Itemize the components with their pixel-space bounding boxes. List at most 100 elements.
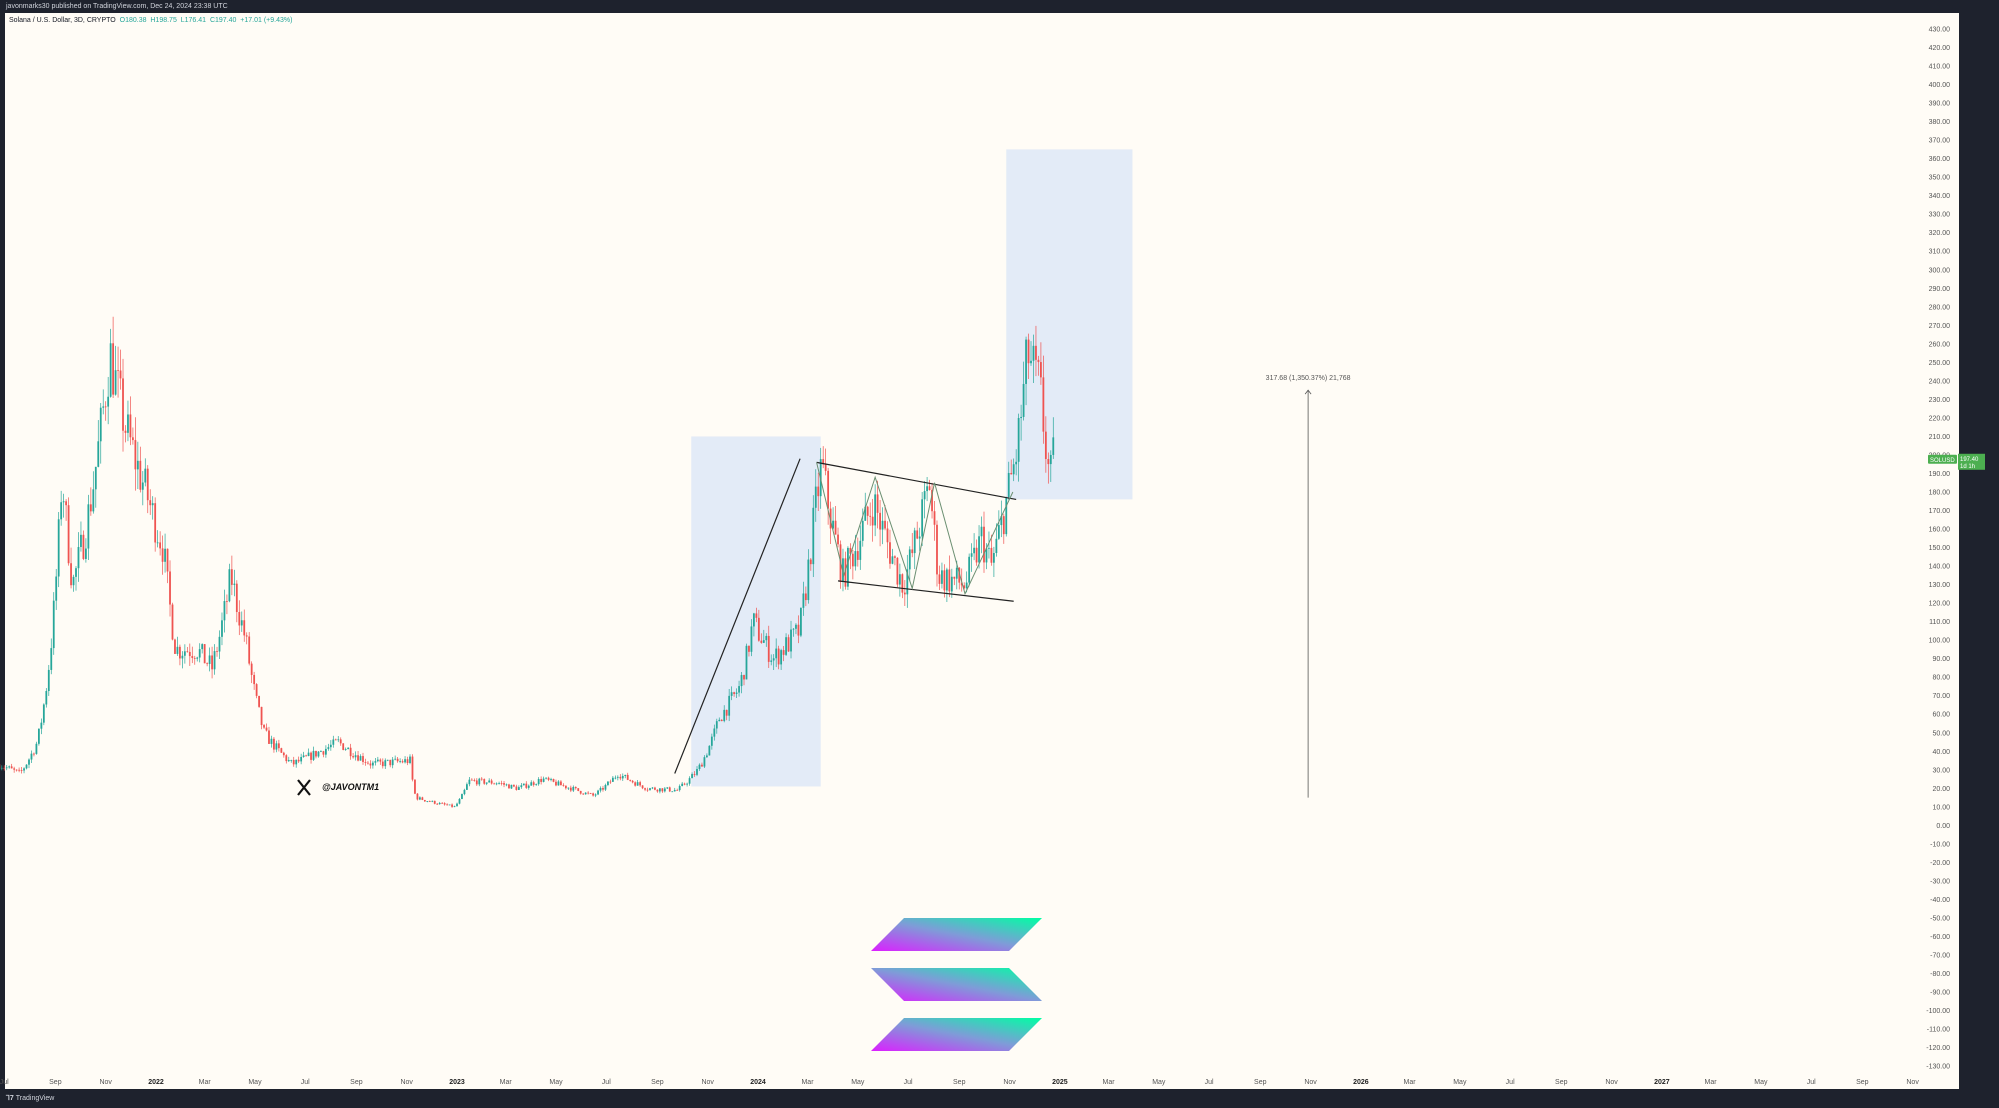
candle [332,735,335,748]
candle [832,507,834,531]
candle-body [683,783,686,785]
candle-body [475,780,478,785]
candle [666,787,669,790]
candle [616,775,619,781]
candle [384,758,387,769]
candle [255,683,258,699]
candle [542,776,545,783]
candle-body [861,520,864,541]
candle-body [8,766,11,768]
candle [884,505,886,531]
candle [1000,500,1003,538]
candle-body [428,801,431,802]
candle-body [970,553,973,557]
candle [292,756,295,767]
candle [324,745,327,758]
candle [629,779,632,782]
candle-body [740,675,743,687]
y-tick-label: -20.00 [1930,860,1950,867]
candle-body [597,790,599,795]
candle-body [525,783,528,788]
candle [701,762,703,767]
candle-body [208,655,211,664]
candle-body [463,789,466,795]
candle [807,549,810,604]
candle-body [270,738,273,744]
candle-body [508,784,510,789]
y-tick-label: 340.00 [1929,193,1951,200]
y-tick-label: -60.00 [1930,934,1950,941]
candle-body [953,576,956,579]
candle-body [411,756,414,780]
y-tick-label: -90.00 [1930,990,1950,997]
candle-body [874,494,877,526]
candle-body [941,570,943,584]
chart-area[interactable] [5,13,1959,1089]
candle [1035,325,1037,377]
candle [72,574,75,592]
candle [8,765,11,769]
candle [639,780,641,787]
candle [352,752,355,759]
candle [879,500,881,547]
x-tick-label: Sep [953,1079,966,1086]
candle-body [258,695,260,707]
candle [273,737,275,753]
candle-body [57,519,60,577]
candle [146,465,149,514]
candle-body [228,569,231,602]
zigzag-pattern [816,462,1014,596]
candle [213,644,216,675]
candle-body [814,486,817,508]
candle-body [82,534,85,559]
candle-body [1002,516,1005,535]
candle-body [889,542,891,564]
candle-body [1025,339,1027,384]
candle-body [198,649,201,658]
candle-body [790,629,792,652]
candle-body [1044,431,1047,459]
candle [70,547,72,589]
candle [1042,355,1045,444]
candle [85,538,87,563]
candle [896,557,899,588]
candle [780,648,783,671]
candle-body [1005,496,1008,535]
candle-body [255,684,258,696]
candle-body [584,792,587,795]
candle [258,695,260,708]
candle-body [797,624,800,636]
candle-body [701,764,703,767]
candle [735,688,738,698]
candle [466,782,468,790]
x-tick-label: Sep [1856,1079,1869,1086]
candle [671,791,674,793]
candle-body [663,788,666,792]
candle-body [634,782,637,786]
candle [532,780,535,787]
y-tick-label: 350.00 [1929,175,1951,182]
candle [485,782,488,786]
candle-body [141,482,144,490]
x-tick-label: Nov [400,1079,413,1086]
candle [720,719,723,722]
candle [389,759,392,768]
candle-body [1027,339,1030,364]
candle [696,766,698,777]
candle [624,774,627,779]
candle [196,656,199,662]
candle [183,644,186,664]
x-tick-label: Jul [1205,1079,1214,1086]
candle [134,417,137,491]
candle [364,758,367,766]
candle [948,555,951,598]
candle [1020,404,1023,441]
candle [490,778,493,785]
candle [686,782,689,787]
candle-body [305,755,307,757]
candle-body [226,601,228,602]
candle-body [441,802,444,804]
candle-body [384,760,387,767]
candle-body [644,788,646,790]
